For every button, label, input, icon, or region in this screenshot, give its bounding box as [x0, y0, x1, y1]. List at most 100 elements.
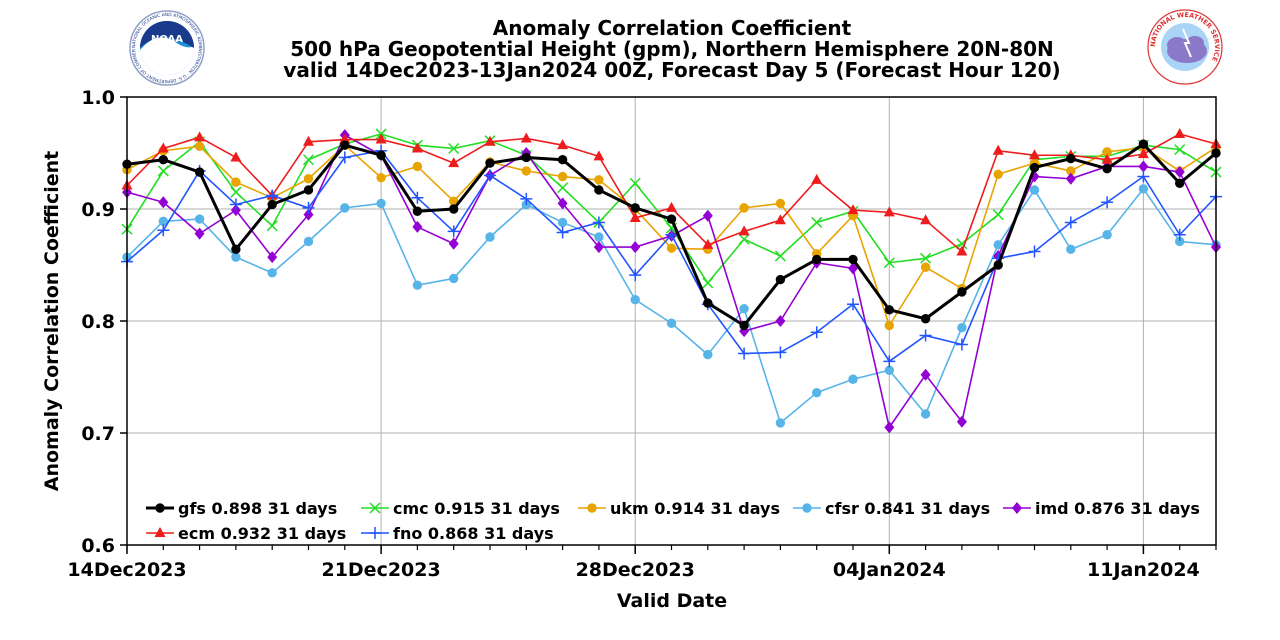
series-layer [121, 127, 1222, 434]
data-point-gfs [303, 185, 314, 195]
data-point-gfs [376, 150, 386, 160]
chart-title-line-2: 500 hPa Geopotential Height (gpm), North… [290, 37, 1054, 61]
data-point-fno [847, 298, 859, 311]
data-point-imd [884, 421, 895, 434]
noaa-logo-text: NOAA [151, 34, 183, 45]
data-point-gfs [557, 155, 568, 165]
data-point-cfsr [884, 365, 894, 375]
data-point-gfs [485, 158, 495, 168]
data-point-cfsr [557, 217, 568, 228]
series-ecm [121, 127, 1222, 256]
data-point-fno [774, 346, 787, 359]
data-point-fno [1101, 196, 1114, 209]
legend-marker-cfsr [802, 503, 812, 513]
legend-item-imd: imd 0.876 31 days [1003, 499, 1200, 518]
data-point-cfsr [775, 418, 786, 428]
data-point-ecm [738, 225, 750, 236]
data-point-gfs [521, 152, 531, 163]
data-point-cmc [920, 252, 932, 264]
data-point-ukm [666, 243, 677, 253]
data-point-gfs [1175, 178, 1185, 188]
data-point-imd [448, 237, 459, 250]
data-point-imd [557, 197, 568, 210]
data-point-imd [158, 196, 169, 209]
data-point-ecm [1174, 127, 1186, 138]
data-point-cfsr [739, 303, 749, 314]
data-point-cmc [992, 209, 1004, 221]
legend-item-cfsr: cfsr 0.841 31 days [793, 499, 990, 518]
data-point-gfs [920, 314, 931, 324]
data-point-fno [1028, 245, 1041, 258]
x-tick-label: 11Jan2024 [1087, 559, 1200, 581]
data-point-ecm [847, 204, 859, 215]
data-point-ecm [484, 135, 496, 146]
data-point-cfsr [412, 280, 423, 290]
data-point-gfs [1138, 139, 1149, 149]
data-point-cfsr [1029, 185, 1040, 195]
legend-marker-ukm [587, 503, 597, 513]
data-point-ecm [230, 151, 242, 162]
data-point-ecm [448, 157, 460, 168]
legend-label-cmc: cmc 0.915 31 days [393, 499, 560, 518]
data-point-gfs [739, 320, 749, 331]
data-point-fno [810, 326, 823, 339]
data-point-ecm [157, 142, 169, 153]
legend-label-fno: fno 0.868 31 days [393, 524, 554, 543]
series-gfs [122, 139, 1221, 331]
data-point-gfs [594, 185, 604, 195]
data-point-ecm [956, 245, 968, 256]
data-point-cfsr [812, 387, 822, 398]
data-point-ecm [666, 201, 677, 212]
data-point-cfsr [848, 374, 858, 384]
data-point-ukm [775, 198, 786, 209]
legend-marker-fno [369, 527, 381, 539]
legend-label-ukm: ukm 0.914 31 days [610, 499, 780, 518]
legend-label-ecm: ecm 0.932 31 days [178, 524, 346, 543]
y-tick-label: 1.0 [81, 87, 115, 109]
data-point-fno [665, 228, 678, 241]
data-point-imd [267, 251, 278, 264]
data-point-cmc [811, 216, 823, 228]
data-point-cfsr [485, 232, 495, 242]
data-point-gfs [194, 167, 205, 177]
data-point-gfs [666, 214, 677, 224]
x-tick-label: 04Jan2024 [833, 559, 946, 581]
x-tick-label: 21Dec2023 [321, 559, 440, 581]
legend-item-gfs: gfs 0.898 31 days [146, 499, 337, 518]
chart-title-line-1: Anomaly Correlation Coefficient [493, 16, 852, 40]
data-point-cfsr [666, 318, 677, 328]
data-point-cmc [1174, 144, 1186, 156]
data-point-cmc [230, 186, 242, 198]
data-point-gfs [775, 274, 786, 285]
data-point-ecm [920, 214, 932, 225]
data-point-imd [920, 368, 931, 381]
data-point-gfs [412, 206, 423, 216]
data-point-gfs [1102, 163, 1112, 174]
data-point-cfsr [194, 214, 205, 224]
data-point-ecm [629, 211, 641, 222]
data-point-fno [1173, 228, 1186, 241]
data-point-ecm [774, 214, 786, 225]
y-tick-label: 0.6 [81, 535, 115, 557]
data-point-cmc [266, 220, 278, 232]
data-point-fno [1064, 216, 1077, 229]
legend-label-cfsr: cfsr 0.841 31 days [825, 499, 990, 518]
data-point-ecm [194, 131, 206, 142]
data-point-imd [1138, 160, 1149, 173]
y-tick-label: 0.7 [81, 423, 115, 445]
legend-marker-ecm [154, 527, 166, 537]
data-point-cmc [629, 177, 641, 189]
data-point-ukm [521, 166, 531, 176]
data-point-fno [556, 226, 569, 239]
data-point-cfsr [340, 203, 350, 213]
legend: gfs 0.898 31 days cmc 0.915 31 days ukm 0.… [146, 499, 1200, 543]
legend-item-fno: fno 0.868 31 days [361, 524, 554, 543]
data-point-imd [1174, 166, 1185, 179]
x-tick-label: 28Dec2023 [576, 559, 695, 581]
data-point-ukm [993, 169, 1003, 179]
data-point-ecm [1137, 148, 1149, 159]
data-point-gfs [993, 260, 1003, 270]
data-point-imd [1065, 172, 1076, 185]
data-point-gfs [848, 254, 858, 265]
